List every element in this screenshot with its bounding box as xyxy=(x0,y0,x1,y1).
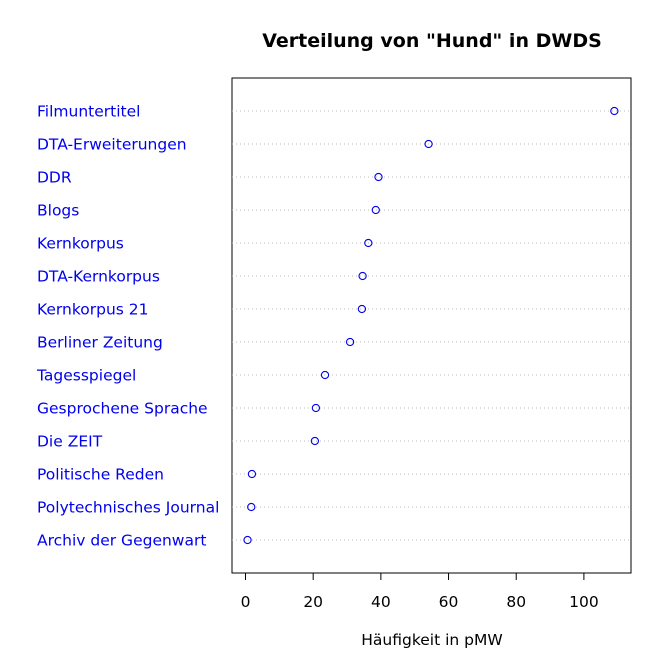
x-tick-label: 100 xyxy=(569,593,599,611)
data-point xyxy=(247,469,257,479)
data-point xyxy=(610,106,619,116)
category-label: Archiv der Gegenwart xyxy=(37,532,206,550)
category-label: Kernkorpus xyxy=(37,235,124,253)
category-label: DTA-Erweiterungen xyxy=(37,136,187,154)
x-tick-label: 0 xyxy=(241,593,251,611)
guide-lines xyxy=(232,110,631,541)
category-label: Kernkorpus 21 xyxy=(37,301,149,319)
data-point xyxy=(243,535,252,545)
category-label: Polytechnisches Journal xyxy=(37,499,219,517)
chart-title: Verteilung von "Hund" in DWDS xyxy=(262,30,602,52)
plot-frame xyxy=(231,77,632,574)
category-label: DTA-Kernkorpus xyxy=(37,268,160,286)
x-axis-label: Häufigkeit in pMW xyxy=(361,631,502,649)
data-point xyxy=(374,172,383,182)
category-label: Tagesspiegel xyxy=(36,367,136,385)
category-label: Politische Reden xyxy=(37,466,164,484)
data-point xyxy=(345,337,355,347)
data-point xyxy=(371,205,380,215)
data-point xyxy=(320,370,330,380)
category-label: Filmuntertitel xyxy=(37,103,140,121)
data-point xyxy=(424,139,433,149)
x-axis: 0 20 40 60 80 100 xyxy=(241,572,599,611)
category-label: Die ZEIT xyxy=(37,433,103,451)
x-tick-label: 20 xyxy=(303,593,323,611)
data-points xyxy=(243,106,619,545)
category-label: Gesprochene Sprache xyxy=(37,400,208,418)
category-label: Berliner Zeitung xyxy=(37,334,163,352)
data-point xyxy=(310,436,320,446)
data-point xyxy=(358,271,367,281)
data-point xyxy=(247,502,256,512)
category-labels: Filmuntertitel DTA-Erweiterungen DDR Blogs K… xyxy=(36,103,219,550)
category-label: Blogs xyxy=(37,202,79,220)
x-tick-label: 80 xyxy=(506,593,526,611)
x-tick-label: 60 xyxy=(439,593,459,611)
x-tick-label: 40 xyxy=(371,593,391,611)
data-point xyxy=(311,403,321,413)
category-label: DDR xyxy=(37,169,72,187)
data-point xyxy=(364,238,373,248)
data-point xyxy=(357,304,367,314)
